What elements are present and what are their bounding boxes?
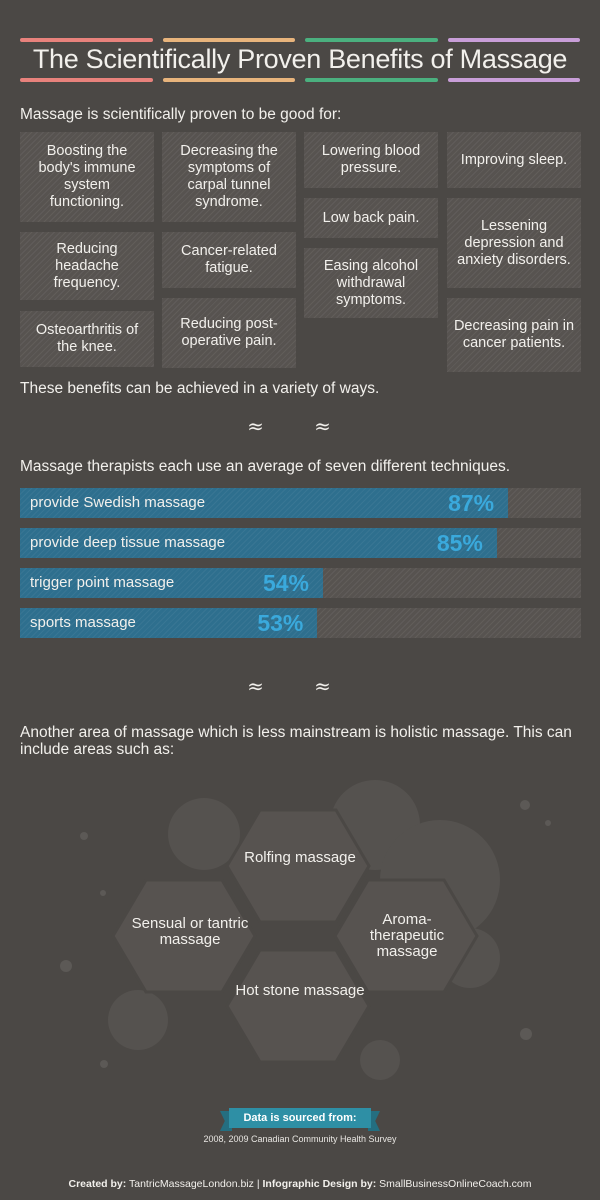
accent-bar-orange	[162, 78, 295, 82]
decor-dot	[545, 820, 551, 826]
bar-label: trigger point massage	[30, 574, 175, 591]
decor-dot	[100, 890, 106, 896]
benefits-outro: These benefits can be achieved in a vari…	[20, 380, 380, 397]
decor-dot	[520, 800, 530, 810]
benefit-card: Lowering blood pressure.	[304, 132, 438, 188]
bar-value-label: 85%	[436, 530, 483, 556]
swirl-divider: ≈ ≈	[247, 414, 353, 438]
created-label: Created by:	[68, 1178, 127, 1190]
bottom-accent-bars	[20, 78, 580, 82]
benefit-card: Osteoarthritis of the knee.	[20, 311, 154, 367]
accent-bar-red	[20, 38, 153, 42]
accent-bar-green	[305, 78, 438, 82]
design-label: Infographic Design by:	[262, 1178, 377, 1190]
technique-bar-row: trigger point massage 54%	[20, 568, 581, 598]
benefit-card: Reducing headache frequency.	[20, 232, 154, 300]
bar-value-label: 87%	[448, 490, 495, 516]
decor-circle	[168, 798, 240, 870]
decor-dot	[100, 1060, 108, 1068]
bar-label: provide Swedish massage	[30, 494, 206, 511]
bar-value-label: 54%	[262, 570, 309, 596]
source-ribbon: Data is sourced from:	[229, 1108, 371, 1128]
source-text: 2008, 2009 Canadian Community Health Sur…	[203, 1134, 397, 1144]
accent-bar-red	[20, 78, 153, 82]
page-title: The Scientifically Proven Benefits of Ma…	[32, 44, 568, 74]
top-accent-bars	[20, 38, 580, 42]
bar-label: provide deep tissue massage	[30, 534, 226, 551]
technique-bar-row: sports massage 53%	[20, 608, 581, 638]
hex-label-hotstone: Hot stone massage	[235, 982, 365, 999]
holistic-text: Another area of massage which is less ma…	[20, 724, 572, 758]
intro-text: Massage is scientifically proven to be g…	[20, 106, 342, 123]
bar-value-label: 53%	[257, 610, 304, 636]
design-link[interactable]: SmallBusinessOnlineCoach.com	[379, 1178, 532, 1190]
hex-label-aroma: Aroma-therapeutic massage	[369, 911, 445, 960]
decor-circle	[108, 990, 168, 1050]
credits-line: Created by: TantricMassageLondon.biz | I…	[0, 1178, 600, 1190]
accent-bar-orange	[162, 38, 295, 42]
hexagon-cluster	[111, 808, 479, 1064]
created-link[interactable]: TantricMassageLondon.biz	[128, 1178, 254, 1190]
decor-dot	[520, 1028, 532, 1040]
accent-bar-purple	[447, 78, 580, 82]
accent-bar-purple	[447, 38, 580, 42]
bar-fill	[20, 568, 323, 598]
techniques-intro: Massage therapists each use an average o…	[20, 458, 510, 475]
benefit-card: Low back pain.	[304, 198, 438, 238]
bar-fill	[20, 488, 509, 518]
decor-circle	[360, 1040, 400, 1080]
decor-dot	[60, 960, 72, 972]
benefit-card: Reducing post-operative pain.	[162, 298, 296, 368]
bar-fill	[20, 608, 318, 638]
bar-fill	[20, 528, 497, 558]
technique-bar-row: provide Swedish massage 87%	[20, 488, 581, 518]
hexagon	[111, 878, 257, 994]
benefit-card: Cancer-related fatigue.	[162, 232, 296, 288]
benefit-card: Lessening depression and anxiety disorde…	[447, 198, 581, 288]
hex-label-rolfing: Rolfing massage	[244, 849, 356, 866]
benefit-card: Decreasing pain in cancer patients.	[447, 298, 581, 372]
technique-bar-row: provide deep tissue massage 85%	[20, 528, 581, 558]
benefit-card: Easing alcohol withdrawal symptoms.	[304, 248, 438, 318]
hex-label-tantric: Sensual or tantric massage	[131, 915, 249, 948]
benefit-card: Improving sleep.	[447, 132, 581, 188]
benefit-card: Boosting the body's immune system functi…	[20, 132, 154, 222]
decor-dot	[80, 832, 88, 840]
hexagon	[333, 878, 479, 994]
hexagon	[225, 808, 371, 924]
credits-separator: |	[256, 1178, 260, 1190]
swirl-divider: ≈ ≈	[247, 674, 353, 698]
benefit-card: Decreasing the symptoms of carpal tunnel…	[162, 132, 296, 222]
hexagon	[225, 948, 371, 1064]
bar-label: sports massage	[30, 614, 136, 631]
accent-bar-green	[305, 38, 438, 42]
